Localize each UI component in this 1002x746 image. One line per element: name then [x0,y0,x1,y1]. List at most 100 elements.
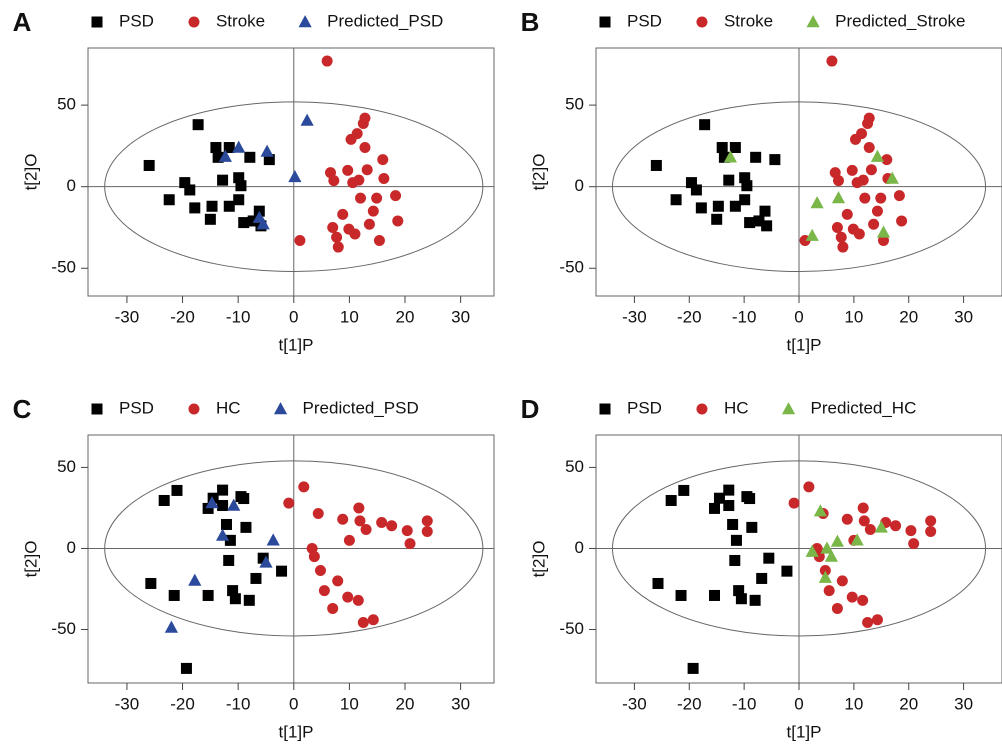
square-marker [678,484,690,496]
circle-marker [327,602,339,614]
circle-marker [831,221,843,233]
circle-marker [871,205,883,217]
circle-marker [318,585,330,597]
circle-marker [925,525,937,537]
x-tick-label: -30 [115,307,140,326]
square-marker [204,213,216,225]
y-tick-label: 0 [67,538,76,557]
circle-marker [283,497,295,509]
square-marker [168,589,180,601]
square-marker [650,159,662,171]
x-tick-label: 0 [289,694,298,713]
legend-marker [188,403,200,415]
triangle-marker [252,210,266,223]
triangle-marker [164,620,179,633]
y-tick-label: 0 [575,538,584,557]
x-tick-label: 30 [451,694,470,713]
x-tick-label: 20 [899,694,918,713]
legend-marker [696,403,708,415]
circle-marker [803,481,815,493]
circle-marker [856,128,868,140]
circle-marker [314,565,326,577]
triangle-marker [215,528,230,541]
square-marker [235,180,247,192]
square-marker [276,565,288,577]
square-marker [217,484,229,496]
circle-marker [351,128,363,140]
panel: D -30 -20 -10 0 10 20 30 t[1]P -50 0 50 t[2]O PSD HC Pr… [521,394,1002,741]
circle-marker [353,502,365,514]
legend-label: PSD [627,11,662,30]
x-axis-title: t[1]P [279,335,314,354]
triangle-marker [824,549,838,562]
triangle-marker [850,533,864,546]
square-marker [238,217,250,229]
square-marker [220,518,232,530]
square-marker [723,484,735,496]
square-marker [750,151,762,163]
x-tick-label: 0 [794,694,803,713]
circle-marker [831,602,843,614]
x-tick-label: 10 [340,694,359,713]
square-marker [665,494,677,506]
square-marker [244,151,256,163]
square-marker [712,200,724,212]
square-marker [756,572,768,584]
legend-marker [91,16,103,28]
legend-label: Predicted_HC [811,398,917,417]
legend-label: PSD [119,11,154,30]
circle-marker [332,241,344,253]
circle-marker [823,585,835,597]
triangle-marker [805,228,819,241]
legend-label: PSD [627,398,662,417]
legend-label: HC [724,398,749,417]
circle-marker [312,507,324,519]
square-marker [695,202,707,214]
circle-marker [298,481,310,493]
points [650,55,908,253]
circle-marker [390,190,402,202]
triangle-marker [232,140,246,153]
y-tick-label: 50 [57,457,76,476]
circle-marker [371,192,383,204]
square-marker [224,534,236,546]
y-axis-title: t[2]O [529,154,548,191]
triangle-marker [288,169,302,183]
circle-marker [386,520,398,532]
circle-marker [853,228,865,240]
circle-marker [331,231,343,243]
legend-marker [696,16,708,28]
square-marker [709,589,721,601]
plot-frame [87,47,495,297]
circle-marker [857,594,869,606]
x-tick-label: -20 [170,694,195,713]
square-marker [699,119,711,131]
square-marker [247,215,259,227]
square-marker [184,184,196,196]
circle-marker [354,515,366,527]
circle-marker [373,235,385,247]
square-marker [250,572,262,584]
circle-marker [863,112,875,124]
x-tick-label: -20 [677,694,702,713]
circle-marker [321,55,333,67]
square-marker [223,554,235,566]
circle-marker [349,228,361,240]
square-marker [263,154,275,166]
square-marker [145,577,157,589]
x-tick-label: -30 [622,694,647,713]
circle-marker [865,164,877,176]
confidence-ellipse [104,460,484,637]
x-tick-label: 30 [954,307,973,326]
legend-marker [91,403,103,415]
points [143,55,404,253]
square-marker [709,502,721,514]
square-marker [223,142,235,154]
panel-letter: A [13,7,32,37]
triangle-marker [227,498,241,511]
square-marker [257,552,269,564]
panel-letter: B [521,7,540,37]
circle-marker [392,215,404,227]
legend-label: Predicted_Stroke [835,11,965,30]
triangle-marker [205,496,219,509]
